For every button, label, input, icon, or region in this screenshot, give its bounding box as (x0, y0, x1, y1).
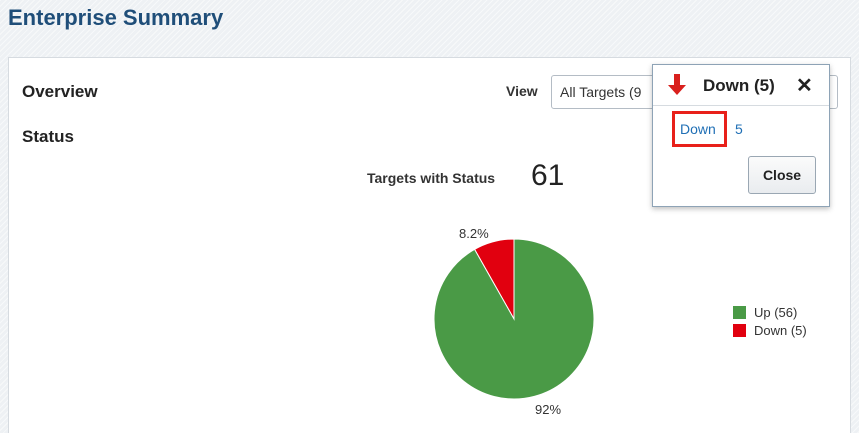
legend-item-up: Up (56) (733, 303, 807, 321)
down-status-link[interactable]: Down (680, 121, 716, 137)
pie-slice-up[interactable] (433, 238, 595, 400)
targets-with-status-label: Targets with Status (367, 170, 496, 186)
down-count-link[interactable]: 5 (735, 121, 743, 137)
popup-header: Down (5) ✕ (653, 65, 829, 106)
down-arrow-icon (668, 74, 686, 95)
legend-label-down: Down (5) (754, 322, 807, 338)
popup-title: Down (5) (703, 76, 775, 95)
legend-swatch-up (733, 305, 746, 319)
pie-percent-label-down: 8.2% (459, 226, 489, 241)
pie-percent-label-up: 92% (535, 402, 562, 417)
close-button[interactable]: Close (748, 156, 816, 194)
close-icon[interactable]: ✕ (796, 75, 813, 97)
chart-legend: Up (56) Down (5) (733, 303, 807, 339)
view-label: View (506, 83, 538, 99)
status-pie-chart (433, 238, 595, 400)
overview-title: Overview (22, 82, 98, 101)
legend-item-down: Down (5) (733, 321, 807, 339)
down-targets-popup: Down (5) ✕ Down 5 Close (652, 64, 830, 207)
targets-with-status-count: 61 (531, 159, 565, 192)
down-link-highlight (672, 111, 727, 147)
page-title: Enterprise Summary (8, 5, 224, 30)
legend-label-up: Up (56) (754, 304, 798, 320)
status-title: Status (22, 127, 74, 146)
legend-swatch-down (733, 323, 746, 337)
